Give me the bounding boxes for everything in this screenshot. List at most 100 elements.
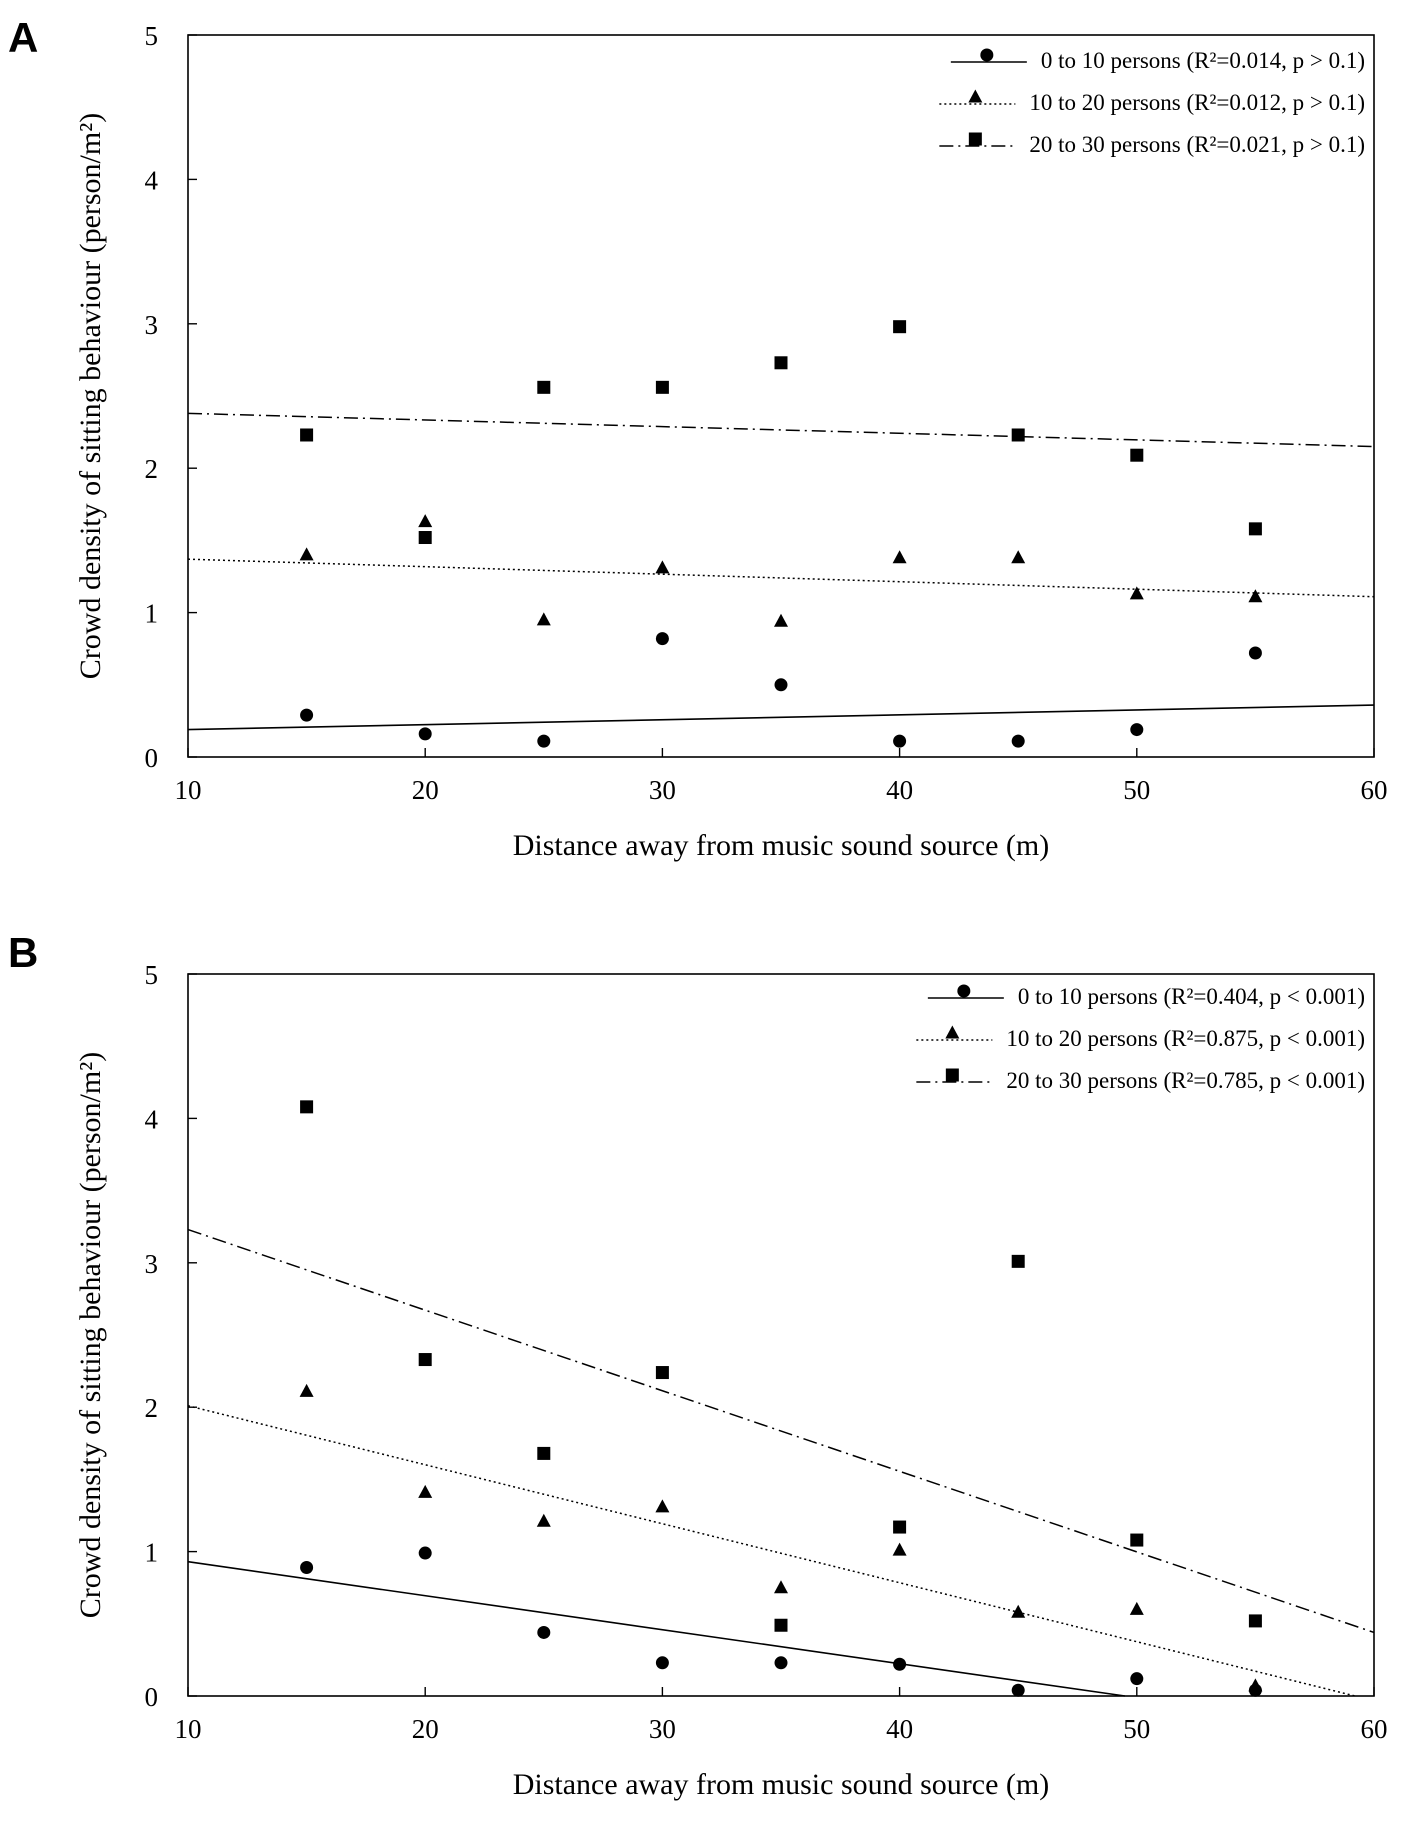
fit-line-circle — [187, 1560, 1126, 1697]
data-point-square — [655, 380, 669, 394]
data-point-triangle — [1011, 550, 1026, 564]
panel-a-letter: A — [8, 14, 38, 61]
data-point-circle — [300, 708, 314, 722]
data-point-circle — [893, 734, 907, 748]
y-tick-label: 3 — [145, 1249, 159, 1279]
x-tick-label: 40 — [886, 775, 913, 805]
legend-entry-text: 10 to 20 persons (R²=0.875, p < 0.001) — [1006, 1026, 1365, 1051]
data-point-square — [300, 428, 314, 442]
data-point-square — [774, 1618, 788, 1632]
data-point-circle — [774, 678, 788, 692]
y-axis-label: Crowd density of sitting behaviour (pers… — [74, 113, 107, 679]
data-point-circle — [655, 1656, 669, 1670]
y-tick-label: 5 — [145, 21, 159, 51]
x-axis-label: Distance away from music sound source (m… — [513, 1768, 1050, 1801]
x-tick-label: 60 — [1361, 775, 1388, 805]
plot-frame — [187, 34, 1375, 758]
fit-line-triangle — [187, 558, 1375, 598]
data-point-triangle — [892, 1542, 907, 1556]
y-axis-label: Crowd density of sitting behaviour (pers… — [74, 1052, 107, 1618]
x-axis-label: Distance away from music sound source (m… — [513, 829, 1050, 862]
plot-frame — [187, 973, 1375, 1697]
fit-line-square — [187, 412, 1375, 448]
legend-entry-text: 0 to 10 persons (R²=0.014, p > 0.1) — [1041, 48, 1365, 73]
data-point-square — [893, 1520, 907, 1534]
data-point-square — [1011, 1254, 1025, 1268]
data-point-circle — [1011, 1683, 1025, 1697]
data-point-triangle — [655, 560, 670, 574]
y-tick-label: 1 — [145, 599, 159, 629]
data-point-circle — [537, 734, 551, 748]
data-point-circle — [418, 1546, 432, 1560]
data-point-square — [537, 1446, 551, 1460]
data-point-square — [418, 1353, 432, 1367]
legend-marker-circle — [980, 48, 994, 62]
x-tick-label: 30 — [649, 1714, 676, 1744]
legend-marker-triangle — [968, 89, 983, 103]
legend-entry-text: 20 to 30 persons (R²=0.021, p > 0.1) — [1029, 132, 1365, 157]
y-tick-label: 0 — [145, 1682, 159, 1712]
y-tick-label: 2 — [145, 1393, 159, 1423]
x-tick-label: 20 — [412, 1714, 439, 1744]
y-tick-label: 0 — [145, 743, 159, 773]
data-point-triangle — [418, 1484, 433, 1498]
data-point-square — [655, 1366, 669, 1380]
data-point-circle — [1248, 646, 1262, 660]
y-tick-label: 1 — [145, 1538, 159, 1568]
data-point-triangle — [774, 1580, 788, 1594]
data-point-triangle — [536, 1513, 551, 1527]
data-point-circle — [774, 1656, 788, 1670]
panel-b-letter: B — [8, 929, 38, 976]
fit-line-square — [187, 1228, 1375, 1634]
fit-line-triangle — [187, 1405, 1356, 1697]
data-point-triangle — [1248, 589, 1263, 603]
data-point-circle — [893, 1657, 907, 1671]
x-tick-label: 20 — [412, 775, 439, 805]
y-tick-label: 4 — [145, 165, 159, 195]
data-point-square — [774, 356, 788, 370]
legend-marker-triangle — [945, 1025, 960, 1039]
data-point-square — [418, 531, 432, 545]
data-point-square — [1130, 1533, 1144, 1547]
x-tick-label: 50 — [1123, 1714, 1150, 1744]
panel-b-chart: 10 20 30 40 50 60 0 1 2 3 4 5 Distance away from mus… — [74, 960, 1388, 1801]
data-point-triangle — [536, 612, 551, 626]
x-tick-label: 10 — [175, 775, 202, 805]
y-tick-label: 5 — [145, 960, 159, 990]
y-tick-label: 4 — [145, 1104, 159, 1134]
data-point-square — [537, 380, 551, 394]
legend-entry-text: 10 to 20 persons (R²=0.012, p > 0.1) — [1029, 90, 1365, 115]
data-point-circle — [1011, 734, 1025, 748]
data-point-square — [1248, 1614, 1262, 1628]
data-point-triangle — [418, 514, 433, 528]
legend-marker-square — [945, 1068, 959, 1082]
data-point-triangle — [299, 547, 314, 561]
fit-line-circle — [187, 704, 1375, 731]
x-tick-label: 10 — [175, 1714, 202, 1744]
data-point-circle — [537, 1625, 551, 1639]
y-tick-label: 2 — [145, 454, 159, 484]
data-point-circle — [1130, 723, 1144, 737]
x-tick-label: 40 — [886, 1714, 913, 1744]
data-point-triangle — [1129, 1601, 1144, 1615]
legend-entry-text: 0 to 10 persons (R²=0.404, p < 0.001) — [1018, 984, 1365, 1009]
data-point-square — [300, 1100, 314, 1114]
data-point-triangle — [892, 550, 907, 564]
legend-entry-text: 20 to 30 persons (R²=0.785, p < 0.001) — [1006, 1068, 1365, 1093]
data-point-circle — [655, 632, 669, 646]
data-point-circle — [418, 727, 432, 741]
y-tick-label: 3 — [145, 310, 159, 340]
data-point-triangle — [1129, 586, 1144, 600]
data-point-circle — [1130, 1672, 1144, 1686]
data-point-square — [1011, 428, 1025, 442]
x-tick-label: 60 — [1361, 1714, 1388, 1744]
x-tick-label: 50 — [1123, 775, 1150, 805]
legend-marker-circle — [957, 984, 971, 998]
data-point-triangle — [655, 1499, 670, 1513]
data-point-triangle — [299, 1383, 314, 1397]
legend-marker-square — [968, 132, 982, 146]
data-point-triangle — [1248, 1678, 1263, 1692]
panel-a-chart: 10 20 30 40 50 60 0 1 2 3 4 5 Distance away from mus… — [74, 21, 1388, 862]
x-tick-label: 30 — [649, 775, 676, 805]
